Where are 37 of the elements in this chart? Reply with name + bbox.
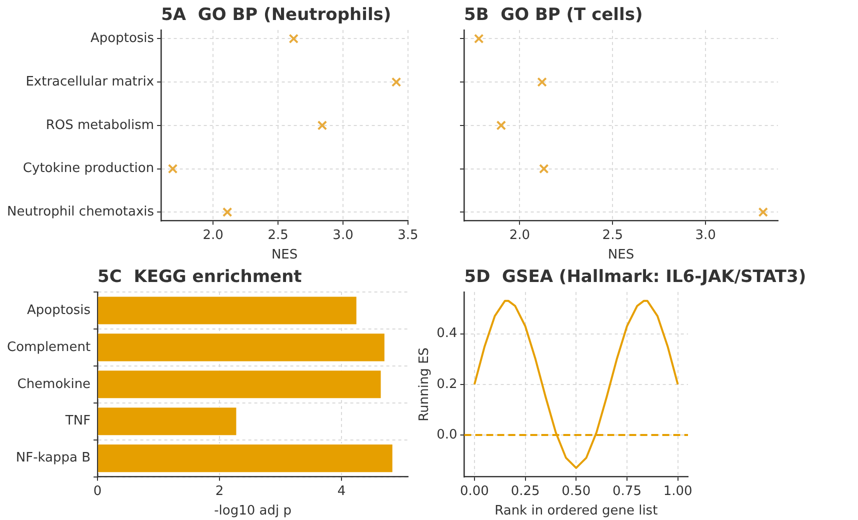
y-tick-label: Cytokine production — [22, 161, 154, 176]
y-tick-label: Neutrophil chemotaxis — [7, 204, 154, 220]
y-axis-title: Running ES — [417, 347, 432, 422]
x-tick-label: 2.5 — [268, 228, 288, 243]
x-tick-label: 1.00 — [663, 484, 692, 499]
x-tick-label: 3.5 — [398, 228, 418, 243]
x-axis-title: Rank in ordered gene list — [494, 504, 658, 519]
chart-title: 5A GO BP (Neutrophils) — [161, 5, 392, 25]
x-tick-label: 2.0 — [202, 228, 224, 243]
x-tick-label: 2.5 — [602, 228, 623, 243]
x-tick-label: 4 — [337, 484, 346, 499]
x-tick-label: 0 — [93, 484, 102, 499]
x-tick-label: 0.50 — [562, 484, 591, 499]
y-tick-label: Complement — [6, 340, 91, 355]
y-tick-label: NF-kappa B — [16, 450, 91, 466]
y-tick-label: 0.4 — [436, 326, 458, 342]
x-tick-label: 2.0 — [509, 228, 530, 243]
y-tick-label: 0.0 — [436, 427, 458, 442]
y-tick-label: Apoptosis — [90, 31, 154, 46]
y-tick-label: TNF — [64, 414, 91, 429]
x-tick-label: 2 — [215, 484, 224, 499]
y-tick-label: ROS metabolism — [46, 118, 154, 133]
y-tick-label: Extracellular matrix — [26, 74, 154, 90]
x-axis-title: NES — [608, 248, 634, 263]
y-tick-label: 0.2 — [436, 376, 458, 392]
x-tick-label: 0.25 — [510, 484, 540, 499]
chart-title: 5B GO BP (T cells) — [464, 5, 643, 25]
y-tick-label: Chemokine — [17, 376, 91, 392]
chart-title: 5D GSEA (Hallmark: IL6-JAK/STAT3) — [464, 267, 806, 287]
y-tick-label: Apoptosis — [26, 302, 91, 318]
x-axis-title: -log10 adj p — [214, 504, 292, 519]
x-axis-title: NES — [271, 248, 298, 263]
chart-title: 5C KEGG enrichment — [98, 267, 302, 287]
x-tick-label: 0.75 — [612, 484, 642, 499]
x-tick-label: 0.00 — [460, 484, 489, 499]
x-tick-label: 3.0 — [332, 228, 354, 243]
x-tick-label: 3.0 — [695, 228, 716, 243]
